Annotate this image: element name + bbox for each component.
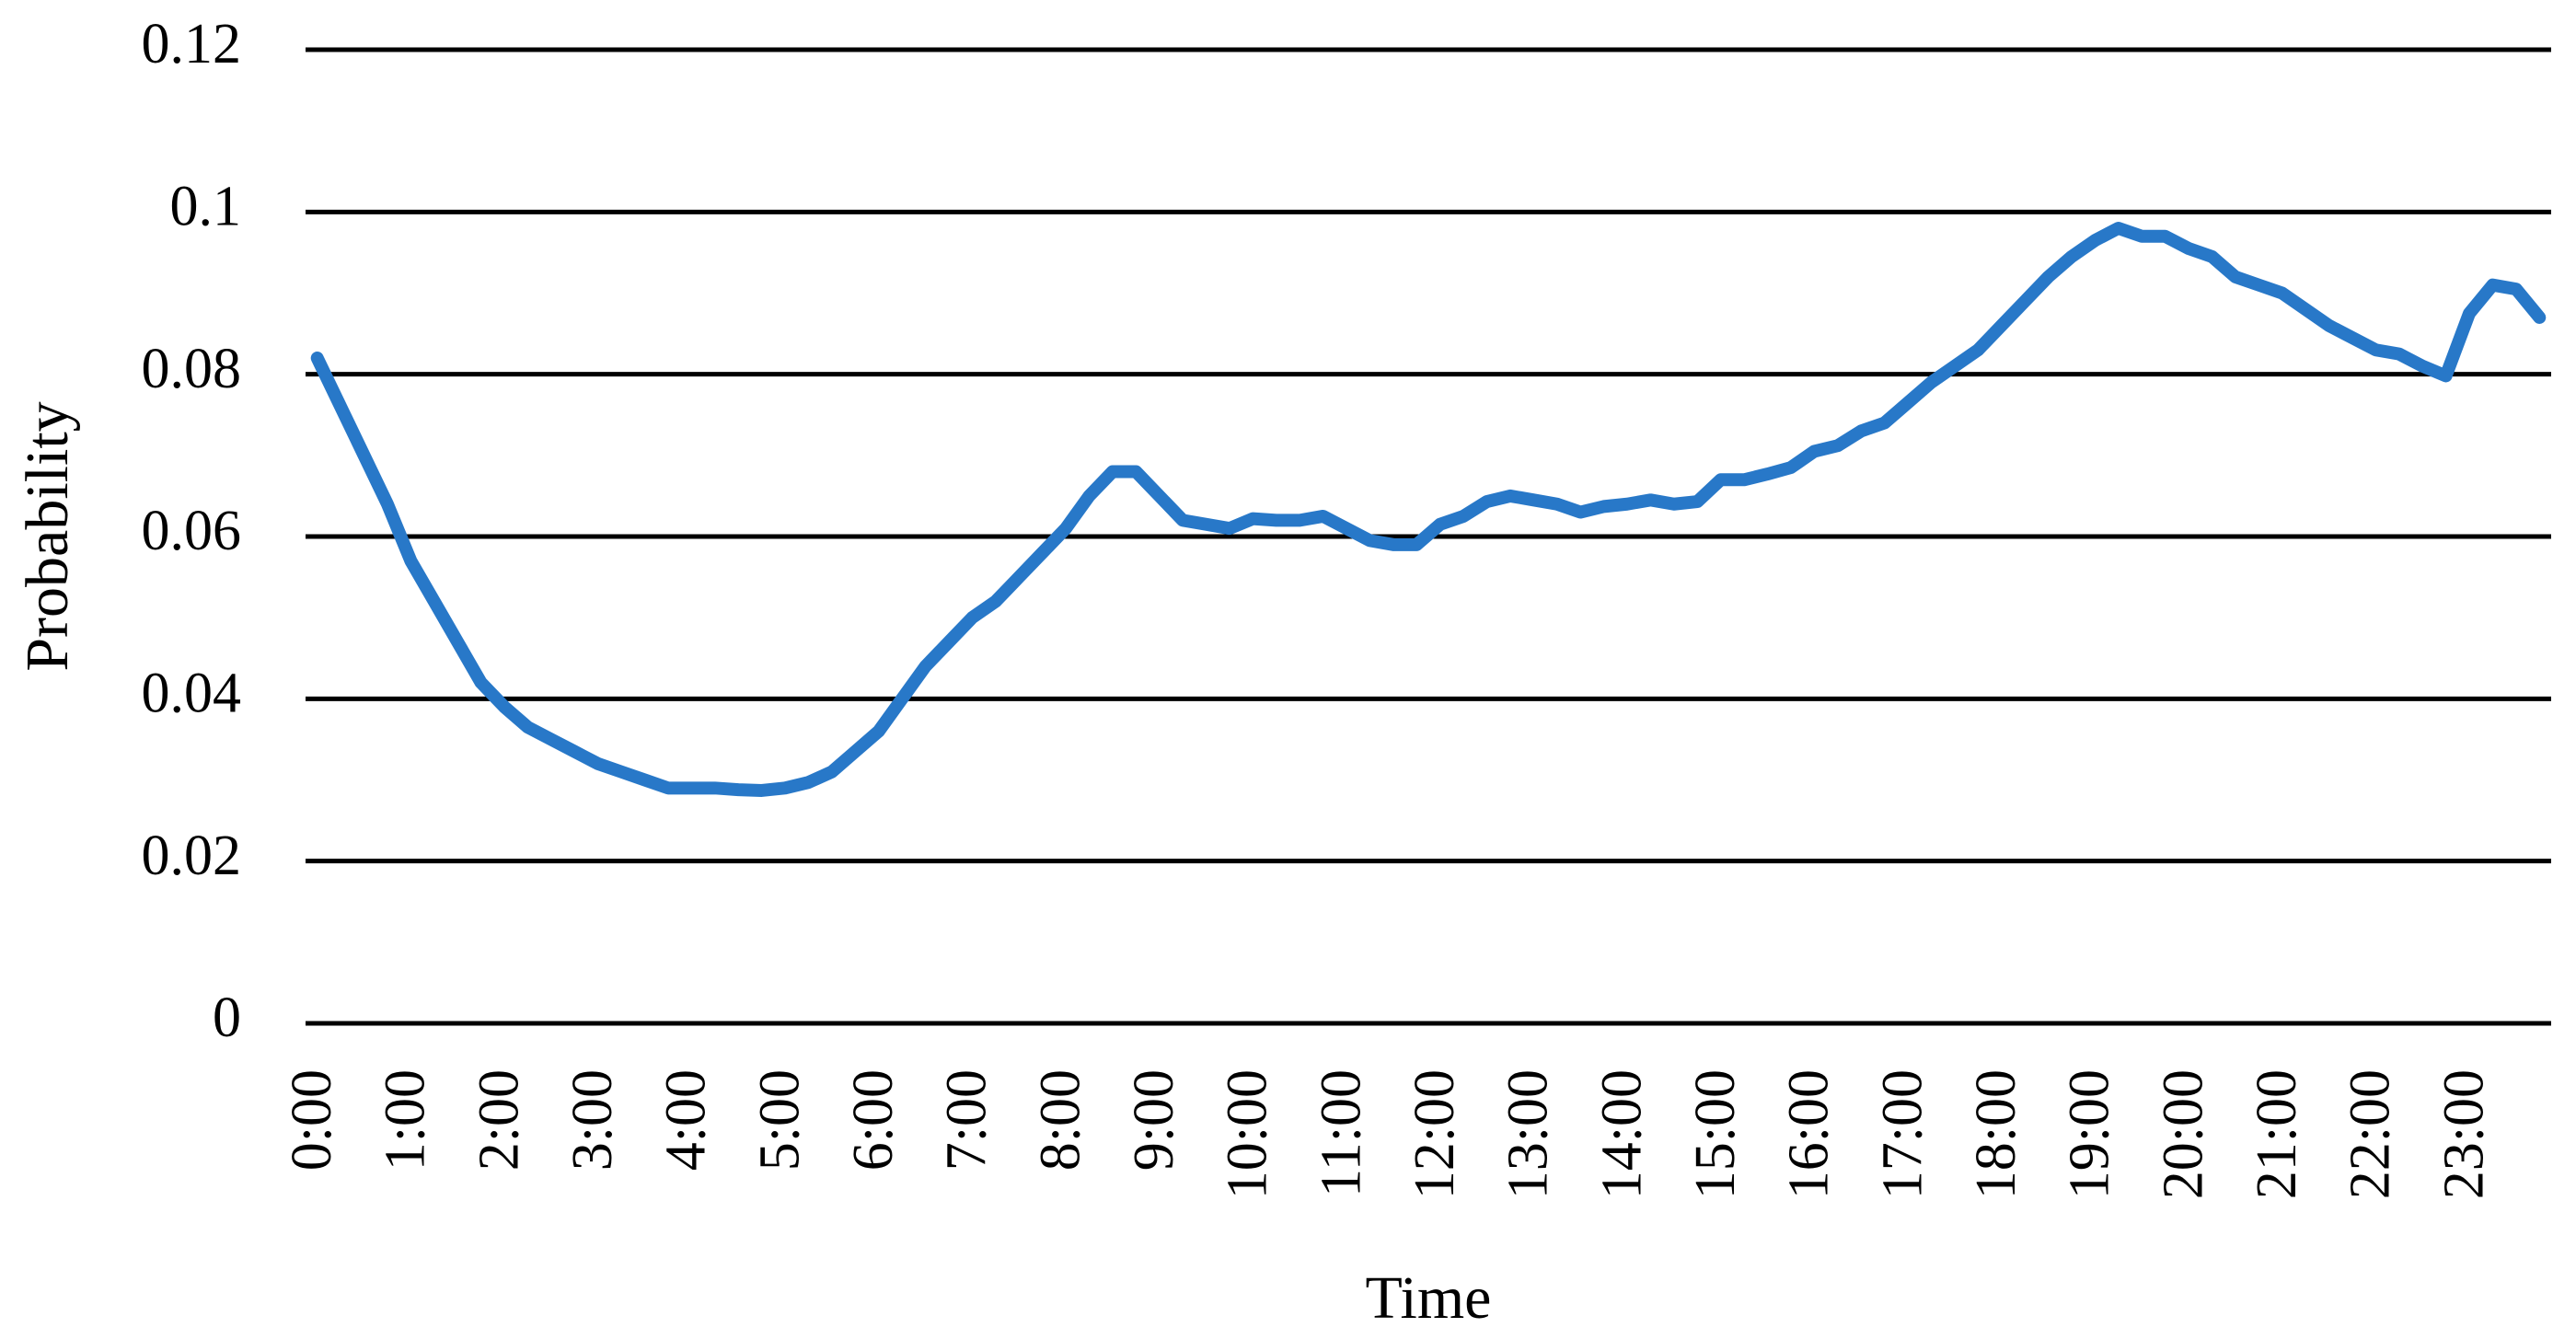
x-tick-label: 11:00: [1310, 1069, 1372, 1197]
x-tick-label: 5:00: [748, 1069, 811, 1171]
x-tick-label: 2:00: [468, 1069, 530, 1171]
x-tick-label: 13:00: [1497, 1069, 1560, 1199]
y-axis-title: Probability: [14, 401, 81, 671]
x-tick-label: 0:00: [281, 1069, 343, 1171]
x-tick-label: 19:00: [2059, 1069, 2121, 1199]
x-tick-label: 8:00: [1029, 1069, 1092, 1171]
x-tick-label: 1:00: [375, 1069, 437, 1171]
x-tick-label: 18:00: [1965, 1069, 2027, 1199]
x-tick-label: 9:00: [1123, 1069, 1185, 1171]
x-tick-label: 22:00: [2339, 1069, 2402, 1199]
x-tick-label: 14:00: [1590, 1069, 1653, 1199]
y-tick-label: 0.08: [142, 338, 242, 400]
x-tick-label: 21:00: [2246, 1069, 2308, 1199]
y-tick-label: 0.1: [170, 176, 242, 238]
y-tick-label: 0.06: [142, 500, 242, 562]
x-tick-label: 4:00: [655, 1069, 718, 1171]
y-tick-label: 0.04: [142, 663, 242, 725]
y-tick-label: 0.02: [142, 825, 242, 887]
y-tick-label: 0: [213, 987, 241, 1049]
x-tick-label: 17:00: [1871, 1069, 1934, 1199]
x-tick-label: 15:00: [1684, 1069, 1747, 1199]
x-axis-title: Time: [1366, 1264, 1492, 1332]
x-tick-label: 6:00: [842, 1069, 905, 1171]
x-tick-label: 7:00: [936, 1069, 999, 1171]
x-tick-label: 12:00: [1404, 1069, 1466, 1199]
data-line: [310, 221, 2547, 797]
x-tick-label: 16:00: [1778, 1069, 1841, 1199]
x-tick-label: 20:00: [2152, 1069, 2214, 1199]
x-tick-label: 10:00: [1217, 1069, 1279, 1199]
x-tick-label: 23:00: [2432, 1069, 2495, 1199]
x-tick-label: 3:00: [561, 1069, 624, 1171]
y-tick-label: 0.12: [142, 13, 242, 75]
